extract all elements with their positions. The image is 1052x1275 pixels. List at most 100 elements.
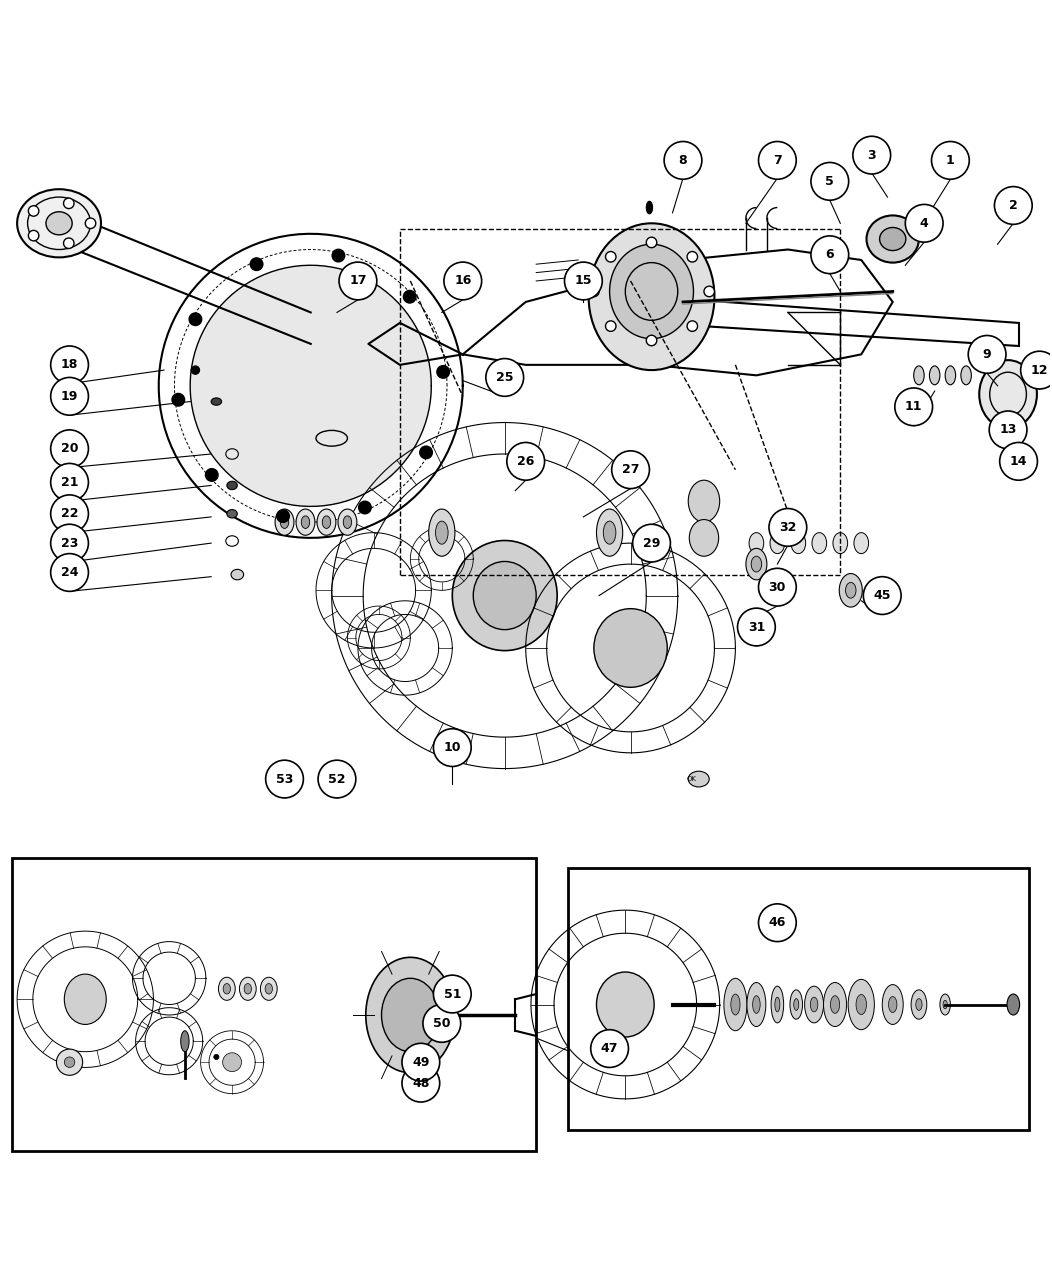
Ellipse shape [879,227,906,251]
Ellipse shape [688,481,720,523]
Circle shape [1020,351,1052,389]
Circle shape [994,186,1032,224]
Ellipse shape [214,1054,219,1060]
Ellipse shape [382,978,439,1052]
Circle shape [931,142,969,180]
Circle shape [507,442,545,481]
Ellipse shape [589,223,714,370]
Ellipse shape [181,1030,189,1052]
Ellipse shape [746,548,767,580]
Circle shape [437,366,449,379]
Text: 46: 46 [769,917,786,929]
FancyBboxPatch shape [12,858,537,1151]
Text: 45: 45 [873,589,891,602]
Ellipse shape [856,994,867,1015]
Circle shape [50,377,88,416]
Text: 1: 1 [946,154,955,167]
Text: 12: 12 [1031,363,1048,376]
Circle shape [632,524,670,562]
Circle shape [864,576,902,615]
Ellipse shape [275,509,294,536]
Ellipse shape [211,398,222,405]
Circle shape [50,524,88,562]
Ellipse shape [867,215,919,263]
Circle shape [189,312,202,325]
Ellipse shape [436,521,448,544]
Ellipse shape [771,986,784,1023]
Ellipse shape [889,997,897,1012]
Ellipse shape [603,521,615,544]
Ellipse shape [64,1057,75,1067]
Circle shape [687,251,697,263]
Circle shape [811,236,849,274]
Circle shape [318,760,356,798]
Circle shape [50,346,88,384]
Text: 23: 23 [61,537,78,550]
Ellipse shape [609,245,693,339]
Circle shape [906,204,943,242]
Ellipse shape [751,556,762,572]
Ellipse shape [839,574,863,607]
Circle shape [402,1043,440,1081]
Ellipse shape [916,998,923,1010]
Circle shape [277,510,289,523]
Circle shape [50,463,88,501]
Ellipse shape [943,1001,947,1009]
Ellipse shape [343,516,351,528]
Circle shape [250,258,263,270]
Text: OK: OK [687,776,696,782]
Text: 25: 25 [495,371,513,384]
Ellipse shape [929,366,939,385]
Ellipse shape [57,1049,83,1075]
Text: 22: 22 [61,507,78,520]
Text: 6: 6 [826,249,834,261]
Text: 19: 19 [61,390,78,403]
Text: 14: 14 [1010,455,1028,468]
Text: 32: 32 [780,521,796,534]
Ellipse shape [261,977,277,1001]
Text: 27: 27 [622,463,640,477]
Circle shape [332,250,345,261]
Ellipse shape [301,516,309,528]
Circle shape [853,136,891,173]
Circle shape [50,430,88,468]
Circle shape [606,321,616,332]
Ellipse shape [749,533,764,553]
Ellipse shape [1007,994,1019,1015]
Ellipse shape [752,996,761,1014]
Circle shape [28,231,39,241]
Text: 53: 53 [276,773,294,785]
Text: 47: 47 [601,1042,619,1054]
Ellipse shape [793,998,798,1010]
Text: 13: 13 [999,423,1016,436]
Ellipse shape [688,771,709,787]
Circle shape [433,975,471,1012]
Circle shape [565,263,602,300]
Text: 15: 15 [574,274,592,287]
Ellipse shape [830,996,839,1014]
Circle shape [266,760,303,798]
Circle shape [205,469,218,481]
Text: 49: 49 [412,1056,429,1068]
Ellipse shape [317,509,336,536]
Ellipse shape [191,366,200,375]
Text: 30: 30 [769,580,786,594]
Circle shape [646,237,656,247]
Text: 2: 2 [1009,199,1017,212]
Circle shape [646,335,656,346]
Text: 21: 21 [61,476,78,488]
Text: 4: 4 [919,217,929,230]
Ellipse shape [791,533,806,553]
Circle shape [339,263,377,300]
Circle shape [811,162,849,200]
Circle shape [664,142,702,180]
Ellipse shape [646,201,652,214]
Ellipse shape [883,984,904,1024]
Ellipse shape [240,977,257,1001]
Circle shape [28,205,39,217]
Ellipse shape [724,978,747,1030]
Text: 18: 18 [61,358,78,371]
Circle shape [423,1005,461,1042]
Ellipse shape [296,509,315,536]
Circle shape [737,608,775,646]
